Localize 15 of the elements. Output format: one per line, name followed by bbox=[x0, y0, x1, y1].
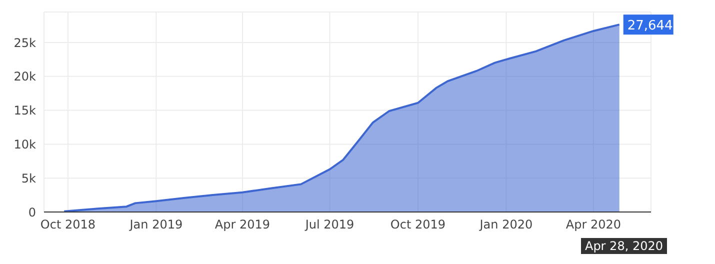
x-tick-label: Apr 2019 bbox=[214, 218, 270, 232]
y-tick-label: 15k bbox=[14, 104, 36, 118]
text: Apr 28, 2020 bbox=[580, 238, 667, 254]
x-tick-label: Oct 2018 bbox=[40, 218, 96, 232]
y-tick-label: 5k bbox=[21, 171, 36, 186]
annotation: 27,644 bbox=[627, 18, 673, 34]
y-tick-label: 20k bbox=[14, 70, 36, 84]
y-tick-label: 10k bbox=[14, 137, 36, 152]
y-tick-label: 25k bbox=[14, 36, 36, 50]
x-tick-label: Jul 2019 bbox=[304, 218, 354, 232]
x-tick-label: Apr 2020 bbox=[566, 218, 622, 232]
x-tick-label: Jan 2019 bbox=[128, 218, 183, 232]
y-tick-label: 0 bbox=[28, 205, 36, 220]
x-tick-label: Jan 2020 bbox=[478, 218, 533, 232]
x-tick-label: Oct 2019 bbox=[390, 218, 446, 232]
